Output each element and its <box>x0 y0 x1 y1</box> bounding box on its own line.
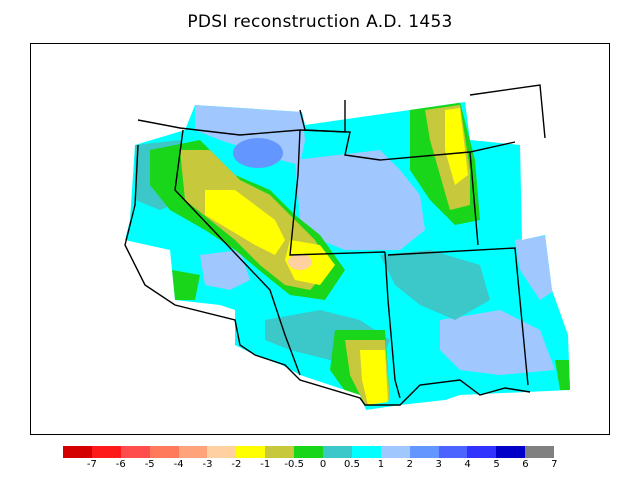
border-california-nevada <box>174 129 286 336</box>
colorbar-cell <box>207 446 237 458</box>
field-dry-yellow-1 <box>205 190 285 255</box>
coastline-south <box>124 144 531 406</box>
border-nm-tx <box>387 247 529 386</box>
border-canada <box>137 119 516 161</box>
colorbar-cell <box>265 446 295 458</box>
border-canada-north <box>469 84 546 139</box>
field-wetter-west <box>200 250 250 290</box>
border-az-nm <box>384 251 401 399</box>
colorbar-cell <box>409 446 439 458</box>
colorbar-cell <box>323 446 352 458</box>
colorbar <box>63 446 555 458</box>
colorbar-tick-label: 5 <box>493 459 500 470</box>
field-very-wet <box>233 138 283 168</box>
colorbar-cell <box>236 446 266 458</box>
colorbar-tick-label: -3 <box>202 459 213 470</box>
field-dry-yellow-south <box>360 350 388 405</box>
border-montana <box>469 151 479 246</box>
colorbar-cell <box>467 446 497 458</box>
field-near-normal-edge <box>555 360 570 390</box>
colorbar-cell <box>294 446 324 458</box>
colorbar-tick-label: 4 <box>464 459 471 470</box>
border-mexico-west <box>284 334 301 376</box>
field-wetter-southeast <box>440 310 555 375</box>
field-wetter-center <box>295 150 425 250</box>
colorbar-ticks: -7 -6 -5 -4 -3 -2 -1 -0.5 0 0.5 1 2 3 4 5 6 7 <box>0 459 640 475</box>
colorbar-cell <box>351 446 381 458</box>
field-near-normal-west <box>172 270 200 300</box>
map-frame <box>30 43 610 435</box>
colorbar-cell <box>496 446 526 458</box>
pdsi-field <box>125 102 570 410</box>
colorbar-cell <box>63 446 92 458</box>
colorbar-tick-label: 7 <box>551 459 558 470</box>
colorbar-tick-label: -5 <box>144 459 155 470</box>
field-wetter-east <box>515 235 555 300</box>
colorbar-cell <box>525 446 555 458</box>
colorbar-tick-label: -1 <box>260 459 271 470</box>
field-dry-patch <box>288 254 312 270</box>
colorbar-cell <box>178 446 208 458</box>
colorbar-cell <box>438 446 468 458</box>
colorbar-tick-label: 3 <box>435 459 442 470</box>
colorbar-cell <box>120 446 150 458</box>
colorbar-cell <box>380 446 410 458</box>
boundaries <box>124 84 546 406</box>
colorbar-tick-label: 1 <box>377 459 385 470</box>
colorbar-cell <box>149 446 179 458</box>
colorbar-tick-label: -4 <box>173 459 184 470</box>
map-title: PDSI reconstruction A.D. 1453 <box>187 12 453 32</box>
colorbar-tick-label: -2 <box>231 459 242 470</box>
field-dry-yellow-northeast <box>445 108 468 185</box>
colorbar-tick-label: 2 <box>406 459 413 470</box>
field-slightly-wet-east <box>380 250 490 320</box>
colorbar-tick-label: 0.5 <box>344 459 360 470</box>
border-utah-north <box>289 129 386 256</box>
colorbar-tick-label: -0.5 <box>284 459 304 470</box>
colorbar-tick-label: 0 <box>319 459 327 470</box>
colorbar-tick-label: 6 <box>522 459 529 470</box>
border-lakes <box>299 100 346 133</box>
colorbar-tick-label: -6 <box>115 459 126 470</box>
colorbar-tick-label: -7 <box>86 459 97 470</box>
colorbar-cell <box>91 446 121 458</box>
